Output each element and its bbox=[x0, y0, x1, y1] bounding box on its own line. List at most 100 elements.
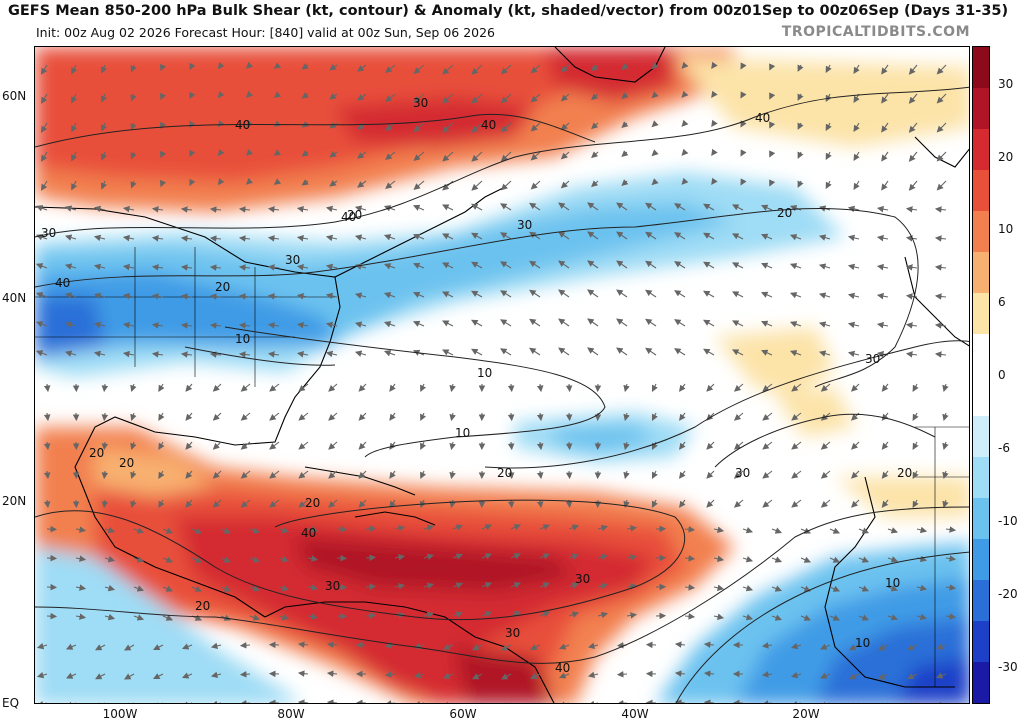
wind-vector bbox=[829, 585, 841, 592]
wind-vector bbox=[703, 641, 715, 648]
wind-vector bbox=[104, 555, 116, 563]
wind-vector bbox=[185, 383, 193, 392]
wind-vector bbox=[357, 93, 367, 101]
wind-vector bbox=[881, 93, 889, 104]
wind-vector bbox=[591, 93, 599, 101]
wind-vector bbox=[43, 499, 51, 509]
wind-vector bbox=[245, 90, 254, 98]
wind-vector bbox=[623, 383, 630, 393]
wind-vector bbox=[394, 554, 406, 561]
wind-vector bbox=[507, 499, 515, 509]
wind-vector bbox=[151, 322, 164, 329]
wind-vector bbox=[449, 470, 456, 480]
wind-vector bbox=[452, 611, 464, 618]
wind-vector bbox=[623, 470, 630, 480]
wind-vector bbox=[130, 180, 137, 189]
wind-vector bbox=[851, 499, 860, 508]
wind-vector bbox=[789, 234, 802, 241]
wind-vector bbox=[471, 203, 483, 211]
contour-label: 10 bbox=[855, 636, 870, 650]
wind-vector bbox=[449, 412, 456, 422]
wind-vector bbox=[587, 231, 599, 240]
wind-vector bbox=[394, 525, 406, 532]
wind-vector bbox=[383, 234, 396, 241]
wind-vector bbox=[130, 383, 137, 393]
lat-label-20n: 20N bbox=[2, 494, 27, 508]
wind-vector bbox=[278, 613, 290, 621]
wind-vector bbox=[354, 205, 367, 212]
wind-vector bbox=[847, 350, 860, 358]
wind-vector bbox=[529, 347, 541, 356]
wind-vector bbox=[713, 584, 725, 592]
wind-vector bbox=[760, 204, 773, 211]
wind-vector bbox=[249, 527, 261, 534]
wind-vector bbox=[536, 441, 544, 451]
wind-vector bbox=[645, 231, 657, 240]
wind-vector bbox=[64, 321, 77, 328]
wind-vector bbox=[507, 470, 515, 480]
shear-contours bbox=[35, 86, 969, 703]
wind-vector bbox=[797, 151, 804, 159]
wind-vector bbox=[423, 524, 435, 532]
wind-vector bbox=[936, 180, 947, 191]
wind-vector bbox=[565, 383, 573, 393]
wind-vector bbox=[189, 120, 196, 129]
wind-vector bbox=[93, 292, 106, 300]
wind-vector bbox=[681, 90, 689, 98]
wind-vector bbox=[162, 527, 174, 534]
wind-vector bbox=[887, 614, 899, 621]
colorbar-segment bbox=[973, 498, 989, 539]
wind-vector bbox=[442, 122, 454, 133]
wind-vector bbox=[240, 412, 251, 421]
wind-vector bbox=[500, 122, 512, 133]
wind-vector bbox=[329, 63, 338, 71]
wind-vector bbox=[43, 412, 51, 422]
wind-vector bbox=[820, 383, 831, 392]
wind-vector bbox=[916, 526, 928, 534]
wind-vector bbox=[791, 499, 802, 508]
wind-vector bbox=[481, 553, 493, 560]
wind-vector bbox=[769, 179, 776, 187]
wind-vector bbox=[621, 92, 629, 100]
wind-vector bbox=[800, 614, 812, 621]
contour-label: 10 bbox=[235, 332, 250, 346]
wind-vector bbox=[209, 264, 222, 271]
wind-vector bbox=[818, 350, 831, 357]
wind-vector bbox=[500, 348, 512, 356]
wind-vector bbox=[587, 202, 599, 211]
wind-vector bbox=[800, 527, 812, 534]
wind-vector bbox=[887, 556, 899, 563]
contour-label: 20 bbox=[777, 206, 792, 220]
wind-vector bbox=[825, 151, 832, 161]
wind-vector bbox=[209, 206, 222, 213]
colorbar-segment bbox=[973, 621, 989, 662]
wind-vector bbox=[383, 263, 396, 270]
wind-vector bbox=[240, 383, 251, 392]
wind-vector bbox=[818, 263, 831, 270]
wind-vector bbox=[591, 151, 599, 159]
wind-vector bbox=[35, 321, 48, 328]
wind-vector bbox=[858, 527, 870, 534]
wind-vector bbox=[853, 180, 860, 191]
wind-vector bbox=[273, 62, 282, 69]
wind-vector bbox=[881, 499, 889, 508]
wind-vector bbox=[849, 702, 859, 703]
wind-vector bbox=[122, 205, 135, 213]
wind-vector bbox=[713, 613, 725, 621]
wind-vector bbox=[829, 556, 841, 563]
wind-vector bbox=[761, 642, 773, 649]
wind-vector bbox=[500, 93, 512, 104]
wind-vector bbox=[162, 556, 174, 563]
wind-vector bbox=[64, 205, 77, 212]
contour-label: 20 bbox=[497, 466, 512, 480]
wind-vector bbox=[93, 234, 106, 242]
colorbar-tick-label: -10 bbox=[998, 514, 1018, 528]
wind-vector bbox=[278, 555, 290, 563]
wind-vector bbox=[829, 614, 841, 621]
wind-vector bbox=[500, 151, 512, 162]
wind-vector bbox=[733, 499, 744, 508]
wind-vector bbox=[296, 263, 309, 271]
wind-vector bbox=[733, 470, 744, 479]
wind-vector bbox=[558, 701, 569, 703]
wind-vector bbox=[681, 148, 689, 156]
